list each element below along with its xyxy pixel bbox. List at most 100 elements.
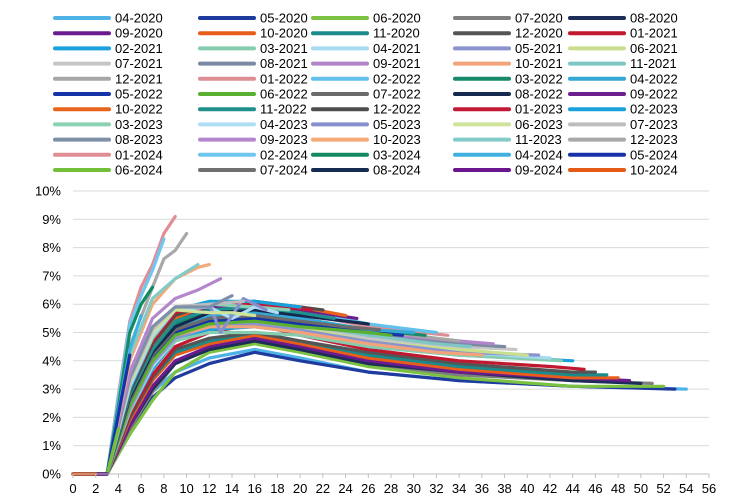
y-tick-label: 7% xyxy=(42,268,61,283)
legend-label: 09-2024 xyxy=(515,163,563,178)
legend-label: 08-2020 xyxy=(630,11,678,26)
legend-label: 04-2020 xyxy=(115,11,163,26)
legend-label: 09-2020 xyxy=(115,26,163,41)
x-tick-label: 24 xyxy=(338,481,352,496)
y-axis: 0% 1% 2% 3% 4% 5% 6% 7% 8% 9% 10% xyxy=(35,184,61,482)
legend-label: 04-2021 xyxy=(373,41,421,56)
legend-label: 11-2021 xyxy=(630,56,677,71)
y-tick-label: 0% xyxy=(42,467,61,482)
x-tick-label: 20 xyxy=(293,481,307,496)
legend-label: 04-2022 xyxy=(630,71,678,86)
legend-label: 04-2024 xyxy=(515,147,563,162)
legend-label: 05-2021 xyxy=(515,41,563,56)
legend-label: 09-2021 xyxy=(373,56,421,71)
legend: 04-2020 05-2020 06-2020 07-2020 08-2020 09-20… xyxy=(53,11,678,178)
legend-label: 10-2022 xyxy=(115,102,163,117)
legend-label: 03-2024 xyxy=(373,147,421,162)
legend-label: 02-2024 xyxy=(260,147,308,162)
legend-label: 07-2021 xyxy=(115,56,163,71)
x-tick-label: 36 xyxy=(475,481,489,496)
legend-label: 07-2024 xyxy=(260,163,308,178)
legend-label: 05-2024 xyxy=(630,147,678,162)
y-tick-label: 2% xyxy=(42,410,61,425)
x-tick-label: 16 xyxy=(247,481,261,496)
x-tick-label: 30 xyxy=(406,481,420,496)
y-tick-label: 6% xyxy=(42,297,61,312)
legend-label: 06-2023 xyxy=(515,117,563,132)
legend-label: 03-2022 xyxy=(515,71,563,86)
legend-label: 07-2022 xyxy=(373,87,421,102)
legend-label: 09-2023 xyxy=(260,132,308,147)
x-tick-label: 8 xyxy=(160,481,167,496)
legend-label: 10-2023 xyxy=(373,132,421,147)
legend-label: 08-2022 xyxy=(515,87,563,102)
legend-label: 01-2023 xyxy=(515,102,563,117)
legend-label: 02-2022 xyxy=(373,71,421,86)
legend-label: 12-2020 xyxy=(515,26,563,41)
x-tick-label: 2 xyxy=(92,481,99,496)
legend-label: 02-2021 xyxy=(115,41,163,56)
legend-label: 12-2023 xyxy=(630,132,678,147)
x-tick-label: 40 xyxy=(520,481,534,496)
x-tick-label: 56 xyxy=(702,481,716,496)
y-tick-label: 1% xyxy=(42,438,61,453)
x-tick-label: 18 xyxy=(270,481,284,496)
x-tick-label: 44 xyxy=(565,481,579,496)
legend-label: 06-2024 xyxy=(115,163,163,178)
legend-label: 03-2023 xyxy=(115,117,163,132)
x-tick-label: 54 xyxy=(679,481,693,496)
legend-label: 08-2024 xyxy=(373,163,421,178)
legend-label: 04-2023 xyxy=(260,117,308,132)
y-tick-label: 10% xyxy=(35,184,61,199)
x-tick-label: 52 xyxy=(656,481,670,496)
legend-label: 10-2024 xyxy=(630,163,678,178)
legend-label: 06-2021 xyxy=(630,41,678,56)
x-tick-label: 34 xyxy=(452,481,466,496)
legend-label: 01-2021 xyxy=(630,26,678,41)
y-tick-label: 5% xyxy=(42,325,61,340)
legend-label: 06-2022 xyxy=(260,87,308,102)
legend-label: 05-2023 xyxy=(373,117,421,132)
y-tick-label: 8% xyxy=(42,240,61,255)
x-tick-label: 14 xyxy=(225,481,239,496)
legend-label: 08-2021 xyxy=(260,56,308,71)
x-tick-label: 48 xyxy=(611,481,625,496)
x-tick-label: 32 xyxy=(429,481,443,496)
legend-label: 07-2020 xyxy=(515,11,563,26)
x-tick-label: 0 xyxy=(69,481,76,496)
legend-label: 01-2022 xyxy=(260,71,308,86)
legend-label: 11-2023 xyxy=(515,132,562,147)
y-tick-label: 3% xyxy=(42,382,61,397)
x-tick-label: 50 xyxy=(634,481,648,496)
legend-label: 12-2022 xyxy=(373,102,421,117)
legend-label: 03-2021 xyxy=(260,41,308,56)
legend-label: 11-2020 xyxy=(373,26,420,41)
x-tick-label: 28 xyxy=(384,481,398,496)
x-tick-label: 26 xyxy=(361,481,375,496)
legend-label: 01-2024 xyxy=(115,147,163,162)
legend-label: 11-2022 xyxy=(260,102,307,117)
x-tick-label: 42 xyxy=(543,481,557,496)
x-tick-label: 6 xyxy=(138,481,145,496)
x-tick-label: 38 xyxy=(497,481,511,496)
legend-label: 07-2023 xyxy=(630,117,678,132)
x-axis: 0 2 4 6 8 10 12 14 16 18 20 22 24 26 28 30 32 34 36 38 40 42 4… xyxy=(69,473,716,496)
x-tick-label: 4 xyxy=(115,481,122,496)
legend-label: 10-2020 xyxy=(260,26,308,41)
legend-label: 09-2022 xyxy=(630,87,678,102)
legend-label: 05-2022 xyxy=(115,87,163,102)
y-tick-label: 9% xyxy=(42,212,61,227)
legend-label: 06-2020 xyxy=(373,11,421,26)
x-tick-label: 12 xyxy=(202,481,216,496)
legend-label: 12-2021 xyxy=(115,71,163,86)
legend-label: 08-2023 xyxy=(115,132,163,147)
legend-label: 10-2021 xyxy=(515,56,563,71)
x-tick-label: 46 xyxy=(588,481,602,496)
legend-label: 02-2023 xyxy=(630,102,678,117)
y-tick-label: 4% xyxy=(42,353,61,368)
x-tick-label: 10 xyxy=(179,481,193,496)
legend-label: 05-2020 xyxy=(260,11,308,26)
series-lines xyxy=(71,214,688,476)
x-tick-label: 22 xyxy=(316,481,330,496)
